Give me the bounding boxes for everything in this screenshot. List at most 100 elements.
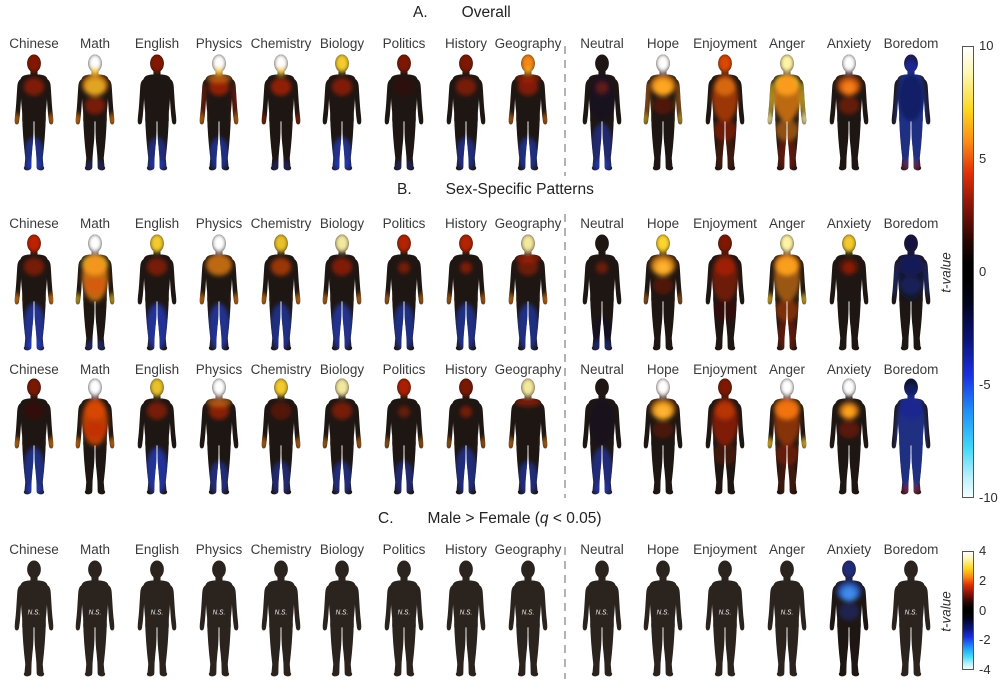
column-label-chemistry: Chemistry [250, 362, 312, 377]
body-map-a-chinese [8, 54, 60, 173]
body-map-b-chemistry [255, 378, 307, 497]
body-map-c-math: N.S. [69, 560, 121, 679]
body-map-a-anger [761, 54, 813, 173]
column-label-history: History [444, 216, 487, 231]
body-map-a-politics [378, 54, 430, 173]
body-map-a-biology [316, 54, 368, 173]
body-map-c-geography: N.S. [502, 560, 554, 679]
body-silhouette [261, 234, 301, 351]
column-label-enjoyment: Enjoyment [693, 36, 757, 51]
column-label-english: English [134, 36, 180, 51]
column-label-politics: Politics [382, 216, 426, 231]
body-silhouette: N.S. [582, 560, 622, 677]
body-map-b-neutral [576, 234, 628, 353]
column-label-chinese: Chinese [9, 542, 59, 557]
body-silhouette [767, 54, 807, 171]
body-silhouette: N.S. [322, 560, 362, 677]
column-label-biology: Biology [319, 362, 365, 377]
column-label-politics: Politics [382, 36, 426, 51]
body-map-b-anger [761, 234, 813, 353]
column-label-chemistry: Chemistry [250, 216, 312, 231]
body-map-a-math [69, 54, 121, 173]
body-map-b-chinese [8, 234, 60, 353]
column-label-enjoyment: Enjoyment [693, 362, 757, 377]
body-silhouette [384, 378, 424, 495]
body-silhouette [643, 378, 683, 495]
body-silhouette [891, 234, 931, 351]
column-label-math: Math [79, 216, 110, 231]
body-map-b-anger [761, 378, 813, 497]
column-label-hope: Hope [646, 36, 680, 51]
body-map-b-math [69, 234, 121, 353]
column-label-math: Math [79, 362, 110, 377]
colorbar-tick-label: 0 [979, 602, 987, 618]
colorbar-axis-label: t-value [938, 252, 954, 293]
body-map-b-biology [316, 378, 368, 497]
body-silhouette [829, 378, 869, 495]
body-map-b-enjoyment [699, 234, 751, 353]
body-map-c-politics: N.S. [378, 560, 430, 679]
body-silhouette [75, 234, 115, 351]
column-label-hope: Hope [646, 216, 680, 231]
body-silhouette [643, 234, 683, 351]
body-silhouette [891, 378, 931, 495]
body-silhouette: N.S. [643, 560, 683, 677]
body-silhouette: N.S. [891, 560, 931, 677]
ns-label: N.S. [89, 609, 102, 616]
column-label-physics: Physics [195, 362, 243, 377]
ns-label: N.S. [719, 609, 732, 616]
body-map-b-neutral [576, 378, 628, 497]
body-silhouette [508, 54, 548, 171]
body-silhouette [261, 54, 301, 171]
colorbar-axis-label: t-value [938, 590, 954, 632]
body-silhouette [446, 234, 486, 351]
column-label-math: Math [79, 542, 110, 557]
ns-label: N.S. [522, 609, 535, 616]
column-label-history: History [444, 362, 487, 377]
body-map-b-chemistry [255, 234, 307, 353]
body-map-b-chinese [8, 378, 60, 497]
body-map-b-english [131, 234, 183, 353]
body-silhouette [199, 378, 239, 495]
body-map-b-politics [378, 234, 430, 353]
column-label-neutral: Neutral [580, 362, 624, 377]
body-map-b-enjoyment [699, 378, 751, 497]
column-label-neutral: Neutral [580, 542, 624, 557]
body-silhouette [75, 54, 115, 171]
body-map-c-chinese: N.S. [8, 560, 60, 679]
column-label-boredom: Boredom [883, 36, 939, 51]
body-map-b-boredom [885, 378, 937, 497]
body-silhouette [705, 234, 745, 351]
column-label-anger: Anger [768, 542, 806, 557]
column-label-neutral: Neutral [580, 36, 624, 51]
column-label-anger: Anger [768, 362, 806, 377]
ns-label: N.S. [781, 609, 794, 616]
subjects-emotions-divider [564, 547, 566, 679]
body-silhouette [384, 54, 424, 171]
panel-a-title-text: Overall [461, 4, 511, 21]
body-map-a-physics [193, 54, 245, 173]
body-map-c-anger: N.S. [761, 560, 813, 679]
body-map-a-english [131, 54, 183, 173]
column-label-neutral: Neutral [580, 216, 624, 231]
body-silhouette [582, 54, 622, 171]
body-map-b-boredom [885, 234, 937, 353]
body-map-c-enjoyment: N.S. [699, 560, 751, 679]
column-label-politics: Politics [382, 362, 426, 377]
column-label-physics: Physics [195, 216, 243, 231]
body-map-b-english [131, 378, 183, 497]
column-label-hope: Hope [646, 362, 680, 377]
body-silhouette [446, 54, 486, 171]
body-map-b-politics [378, 378, 430, 497]
body-map-a-neutral [576, 54, 628, 173]
body-silhouette [199, 54, 239, 171]
body-silhouette [14, 378, 54, 495]
body-map-c-boredom: N.S. [885, 560, 937, 679]
body-map-c-physics: N.S. [193, 560, 245, 679]
ns-label: N.S. [657, 609, 670, 616]
column-label-enjoyment: Enjoyment [693, 216, 757, 231]
panel-b-title-text: Sex-Specific Patterns [445, 181, 594, 198]
body-silhouette: N.S. [75, 560, 115, 677]
panel-c-q-symbol: q [539, 510, 549, 527]
body-silhouette [75, 378, 115, 495]
